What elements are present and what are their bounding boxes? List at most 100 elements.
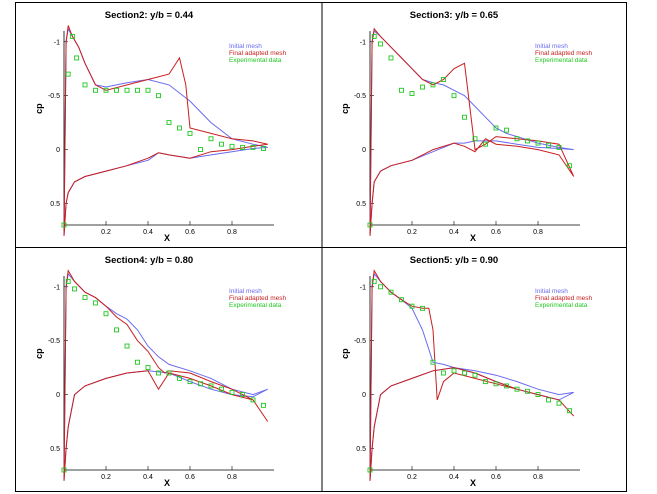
experimental-data-point bbox=[93, 300, 98, 306]
experimental-data-point bbox=[208, 136, 214, 142]
experimental-data-point bbox=[451, 93, 457, 99]
experimental-data-point bbox=[135, 87, 140, 93]
experimental-data-point bbox=[198, 381, 203, 387]
experimental-data-point bbox=[388, 289, 394, 295]
x-tick-label: 0.2 bbox=[407, 229, 417, 236]
legend-entry: Final adapted mesh bbox=[229, 295, 286, 302]
experimental-data-point bbox=[420, 84, 425, 90]
experimental-data-point bbox=[546, 397, 551, 403]
experimental-data-point bbox=[525, 388, 530, 394]
experimental-data-point bbox=[69, 33, 75, 39]
experimental-data-point bbox=[156, 370, 161, 376]
experimental-data-point bbox=[166, 120, 172, 126]
experimental-data-point bbox=[229, 143, 235, 149]
y-tick-label: -1 bbox=[360, 39, 366, 46]
experimental-data-point bbox=[187, 130, 193, 136]
experimental-data-point bbox=[177, 125, 182, 131]
x-tick-label: 0.6 bbox=[491, 474, 501, 481]
experimental-data-point bbox=[82, 295, 88, 301]
x-tick-label: 0.4 bbox=[143, 229, 153, 236]
legend-entry: Final adapted mesh bbox=[229, 50, 286, 57]
experimental-data-point bbox=[441, 77, 446, 82]
experimental-data-point bbox=[219, 141, 224, 147]
experimental-data-point bbox=[145, 365, 151, 371]
experimental-data-point bbox=[114, 327, 119, 333]
legend-entry: Final adapted mesh bbox=[535, 295, 592, 302]
experimental-data-point bbox=[156, 93, 161, 99]
experimental-data-point bbox=[82, 82, 88, 88]
experimental-data-point bbox=[367, 467, 373, 473]
y-tick-label: -1 bbox=[360, 284, 366, 291]
experimental-data-point bbox=[261, 146, 266, 151]
experimental-data-point bbox=[198, 147, 203, 153]
legend-entry: Experimental data bbox=[535, 57, 588, 64]
experimental-data-point bbox=[388, 55, 394, 61]
experimental-data-point bbox=[483, 379, 488, 385]
x-tick-label: 0.8 bbox=[227, 474, 237, 481]
experimental-data-point bbox=[61, 222, 67, 228]
legend-entry: Experimental data bbox=[535, 302, 588, 309]
experimental-data-point bbox=[399, 297, 404, 303]
x-tick-label: 0.8 bbox=[227, 229, 237, 236]
experimental-data-point bbox=[371, 278, 377, 284]
experimental-data-point bbox=[103, 311, 109, 317]
y-tick-label: 0 bbox=[56, 392, 60, 399]
experimental-data-point bbox=[240, 392, 245, 398]
experimental-data-point bbox=[504, 127, 509, 133]
experimental-data-point bbox=[472, 136, 478, 142]
experimental-data-point bbox=[145, 87, 151, 93]
experimental-data-point bbox=[567, 408, 572, 414]
experimental-data-point bbox=[493, 125, 499, 131]
y-axis-label: cp bbox=[340, 103, 350, 114]
experimental-data-point bbox=[504, 383, 509, 389]
legend-entry: Initial mesh bbox=[535, 43, 568, 50]
experimental-data-point bbox=[378, 41, 383, 47]
experimental-data-point bbox=[240, 144, 245, 150]
experimental-data-point bbox=[229, 389, 235, 395]
x-tick-label: 0.8 bbox=[533, 229, 543, 236]
x-axis-label: X bbox=[164, 478, 170, 488]
experimental-data-point bbox=[135, 359, 140, 365]
legend-entry: Initial mesh bbox=[535, 288, 568, 295]
x-tick-label: 0.6 bbox=[491, 229, 501, 236]
y-tick-label: -1 bbox=[54, 284, 60, 291]
chart-title: Section2: y/b = 0.44 bbox=[105, 10, 194, 21]
experimental-data-point bbox=[65, 278, 71, 284]
y-tick-label: -1 bbox=[54, 39, 60, 46]
x-axis-label: X bbox=[470, 478, 476, 488]
y-tick-label: -0.5 bbox=[354, 93, 366, 100]
experimental-data-point bbox=[420, 305, 425, 311]
chart-panel-2: Section3: y/b = 0.65 0.2 0.4 0.6 0.8 -1 -0.5 0 0… bbox=[340, 10, 592, 243]
legend-entry: Experimental data bbox=[229, 57, 282, 64]
experimental-data-point bbox=[451, 368, 457, 374]
experimental-data-point bbox=[124, 343, 130, 349]
experimental-data-point bbox=[441, 370, 446, 376]
experimental-data-point bbox=[93, 87, 98, 93]
x-tick-label: 0.4 bbox=[143, 474, 153, 481]
experimental-data-point bbox=[367, 222, 373, 228]
experimental-data-point bbox=[399, 87, 404, 93]
y-tick-label: 0.5 bbox=[50, 446, 60, 453]
experimental-data-point bbox=[430, 82, 436, 88]
y-axis-label: cp bbox=[340, 348, 350, 359]
x-tick-label: 0.6 bbox=[185, 474, 195, 481]
experimental-data-point bbox=[556, 144, 562, 150]
y-tick-label: 0 bbox=[56, 147, 60, 154]
experimental-data-point bbox=[61, 467, 67, 473]
y-axis-label: cp bbox=[34, 103, 44, 114]
y-tick-label: 0.5 bbox=[356, 446, 366, 453]
y-axis-label: cp bbox=[34, 348, 44, 359]
experimental-data-point bbox=[514, 386, 520, 392]
y-tick-label: 0 bbox=[362, 392, 366, 399]
x-tick-label: 0.4 bbox=[449, 229, 459, 236]
x-tick-label: 0.4 bbox=[449, 474, 459, 481]
experimental-data-point bbox=[483, 141, 488, 147]
chart-panel-1: Section2: y/b = 0.44 0.2 0.4 0.6 0.8 -1 -0.5 0 0… bbox=[34, 10, 286, 243]
experimental-data-point bbox=[103, 87, 109, 93]
experimental-data-point bbox=[462, 370, 467, 376]
experimental-data-point bbox=[556, 400, 562, 406]
legend-entry: Initial mesh bbox=[229, 43, 262, 50]
experimental-data-point bbox=[74, 55, 80, 61]
experimental-data-point bbox=[525, 138, 530, 144]
experimental-data-point bbox=[208, 383, 214, 389]
